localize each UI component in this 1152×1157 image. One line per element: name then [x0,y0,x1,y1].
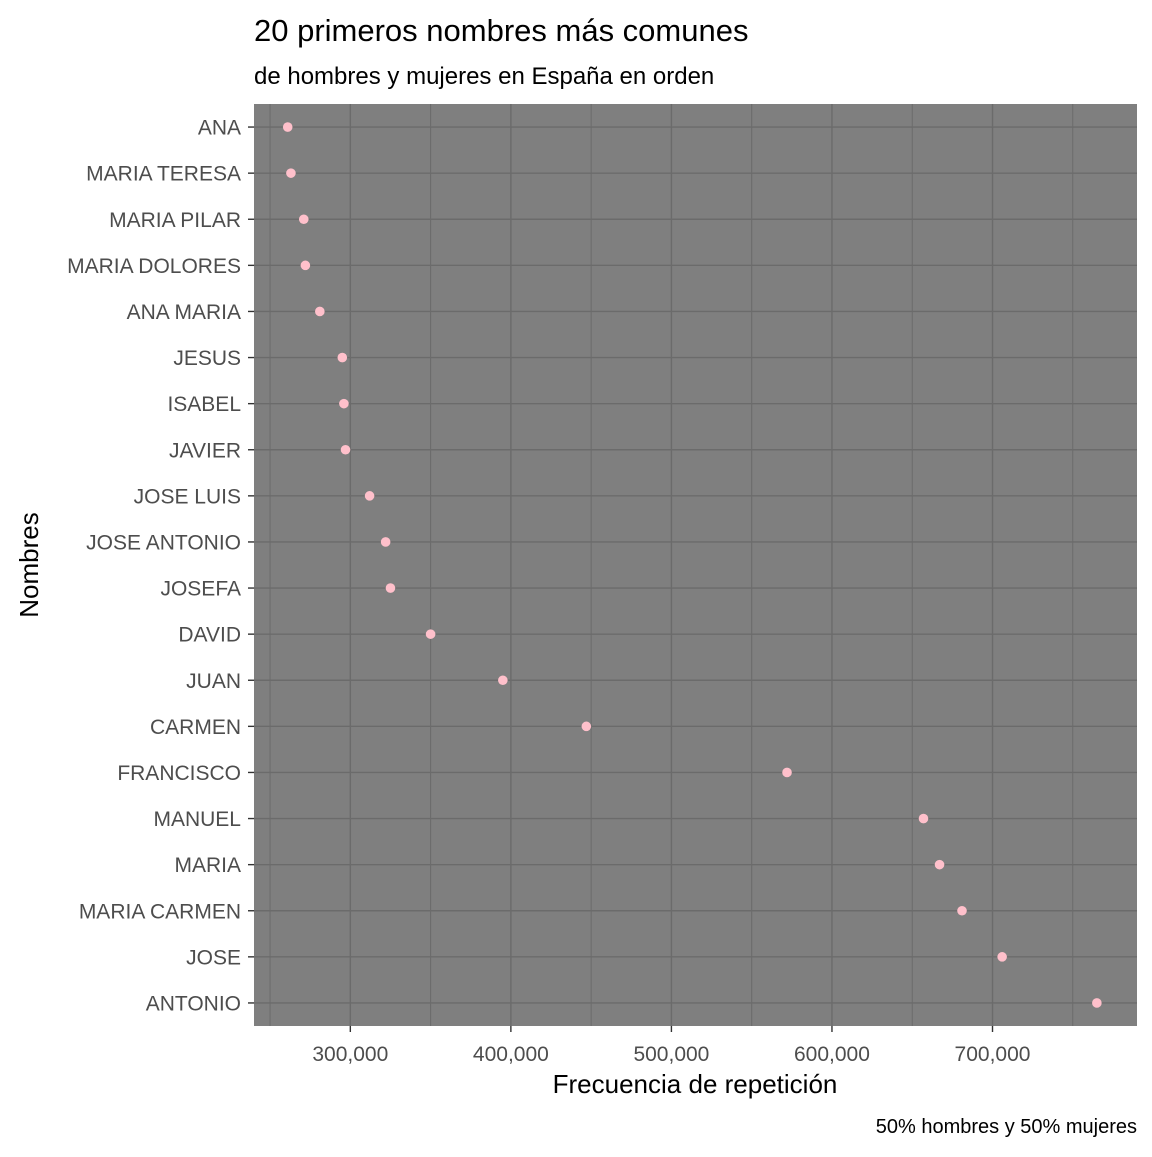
y-tick-label: ANA MARIA [127,301,241,324]
data-point [298,214,309,225]
y-tick-label: JUAN [186,670,241,693]
y-tick-label: ISABEL [167,393,241,416]
y-tick-label: MARIA PILAR [109,209,241,232]
data-point [380,537,391,547]
x-axis: 300,000 400,000 500,000 600,000 700,000 [312,1026,1030,1066]
data-point [918,813,929,824]
y-tick-label: MARIA CARMEN [79,900,241,923]
data-point [782,767,792,778]
data-point [315,306,325,317]
x-tick-label: 500,000 [633,1043,709,1066]
data-point [425,629,436,639]
y-tick-label: JOSE ANTONIO [86,531,241,554]
y-tick-label: ANTONIO [146,992,241,1015]
y-tick-label: MARIA [174,854,241,877]
y-tick-label: ANA [198,117,241,140]
x-axis-label: Frecuencia de repetición [553,1069,838,1099]
y-tick-label: MARIA TERESA [86,163,241,186]
y-tick-label: JESUS [173,347,241,370]
x-tick-label: 700,000 [955,1043,1031,1066]
y-tick-label: JAVIER [169,439,241,462]
data-point [997,952,1007,962]
data-point [339,398,349,409]
chart-caption: 50% hombres y 50% mujeres [876,1116,1137,1138]
y-tick-label: MARIA DOLORES [67,255,241,278]
data-point [286,168,296,178]
x-tick-label: 300,000 [312,1043,388,1066]
y-tick-label: FRANCISCO [117,762,241,785]
y-tick-label: JOSE LUIS [134,485,241,508]
x-tick-label: 400,000 [473,1043,549,1066]
data-point [300,260,311,271]
y-tick-label: MANUEL [153,808,241,831]
y-tick-label: JOSE [186,946,241,969]
plot-panel [254,104,1137,1026]
major-gridlines [254,104,1137,1026]
chart-subtitle: de hombres y mujeres en España en orden [254,63,714,90]
data-point [581,721,592,732]
data-point [282,122,293,132]
data-point [364,491,375,501]
y-tick-label: JOSEFA [160,578,241,601]
y-tick-label: DAVID [178,624,241,647]
y-tick-label: CARMEN [150,716,241,739]
minor-gridlines [269,104,1074,1026]
data-point [934,859,945,870]
data-point [340,444,351,455]
data-point [337,352,348,363]
data-point [1092,998,1102,1008]
data-point [498,675,508,686]
y-axis: ANA MARIA TERESA MARIA PILAR MARIA DOLORES A… [67,117,254,1015]
data-point [957,905,967,916]
data-points [282,122,1102,1008]
data-point [385,583,396,593]
x-tick-label: 600,000 [794,1043,870,1066]
y-axis-label: Nombres [14,512,44,617]
chart-title: 20 primeros nombres más comunes [254,13,748,48]
